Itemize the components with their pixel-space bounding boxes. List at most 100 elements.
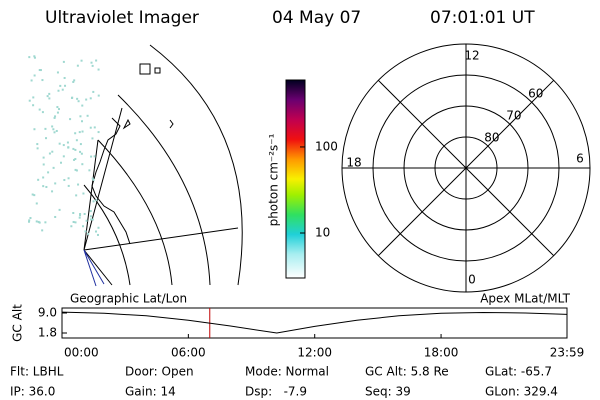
r-tick-label: 80 [484, 131, 499, 145]
speckle [48, 92, 51, 95]
speckle [37, 178, 40, 181]
speckle [35, 202, 38, 205]
speckle [97, 68, 100, 71]
speckle [91, 218, 94, 221]
map-label: Geographic Lat/Lon [70, 292, 187, 306]
speckle [58, 142, 61, 145]
speckle [89, 215, 92, 218]
speckle [33, 194, 36, 197]
angle-label: 12 [464, 49, 479, 63]
speckle [91, 177, 94, 180]
speckle [97, 226, 100, 229]
speckle [90, 155, 93, 158]
status-field: Door: Open [125, 365, 194, 379]
speckle [61, 88, 64, 91]
speckle [84, 230, 87, 233]
status-field: Flt: LBHL [10, 365, 64, 379]
speckle [58, 208, 61, 211]
speckle [95, 59, 98, 62]
speckle [78, 131, 81, 134]
speckle [38, 221, 41, 224]
speckle [38, 108, 41, 111]
status-field: IP: 36.0 [10, 385, 55, 399]
speckle [75, 169, 78, 172]
speckle [72, 211, 75, 214]
speckle [93, 126, 96, 129]
speckle [80, 152, 83, 155]
map [28, 44, 243, 287]
altitude-line [61, 311, 568, 334]
x-tick-label: 18:00 [424, 346, 459, 360]
x-tick-label: 12:00 [297, 346, 332, 360]
speckle [30, 79, 33, 82]
speckle [41, 111, 44, 114]
speckle [56, 71, 59, 74]
date: 04 May 07 [272, 8, 361, 28]
status-field: Dsp: -7.9 [245, 385, 307, 399]
lon-line [83, 107, 123, 286]
speckle [91, 64, 94, 67]
speckle [81, 225, 84, 228]
speckle [89, 126, 92, 129]
speckle [28, 99, 31, 102]
x-tick-label: 00:00 [64, 346, 99, 360]
speckle [90, 61, 93, 64]
speckle [36, 143, 39, 146]
speckle [95, 230, 98, 233]
speckle [56, 106, 59, 109]
lat-arc [83, 184, 131, 286]
speckle [35, 220, 38, 223]
speckle [41, 229, 44, 232]
speckle [76, 97, 79, 100]
speckle [82, 192, 85, 195]
speckle [48, 152, 51, 155]
speckle [33, 74, 36, 77]
speckle [83, 212, 86, 215]
speckle [73, 79, 76, 82]
speckle [33, 128, 36, 131]
speckle [51, 150, 54, 153]
r-tick-label: 70 [506, 109, 521, 123]
speckle [32, 104, 35, 107]
status-field: Mode: Normal [245, 365, 329, 379]
status-field: GLat: -65.7 [485, 365, 552, 379]
speckle [42, 176, 45, 179]
y-tick-label: 9.0 [38, 306, 57, 320]
lon-line [83, 227, 239, 251]
speckle [75, 194, 78, 197]
speckle [86, 114, 89, 117]
speckle [28, 219, 31, 222]
speckle [38, 69, 41, 72]
speckle [39, 69, 42, 72]
speckle [42, 163, 45, 166]
speckle [63, 76, 66, 79]
tick-label: 10 [315, 226, 330, 240]
speckle [54, 182, 57, 185]
colorbar-label: photon cm⁻²s⁻¹ [267, 133, 281, 226]
angle-label: 0 [468, 273, 476, 287]
speckle [62, 155, 65, 158]
speckle [59, 161, 62, 164]
speckle [77, 183, 80, 186]
speckle [44, 221, 47, 224]
speckle [44, 127, 47, 130]
speckle [73, 158, 76, 161]
speckle [53, 116, 56, 119]
speckle [76, 64, 79, 67]
speckle [75, 139, 78, 142]
speckle [74, 168, 77, 171]
speckle [89, 218, 92, 221]
speckle [37, 220, 40, 223]
status-field: GC Alt: 5.8 Re [365, 365, 449, 379]
speckle [93, 155, 96, 158]
coastline [91, 63, 174, 245]
speckle [32, 96, 35, 99]
speckle [88, 169, 91, 172]
speckle [52, 128, 55, 131]
speckle [79, 150, 82, 153]
speckle [53, 131, 56, 134]
lat-arc [117, 94, 211, 286]
speckle [92, 200, 95, 203]
speckle [79, 115, 82, 118]
